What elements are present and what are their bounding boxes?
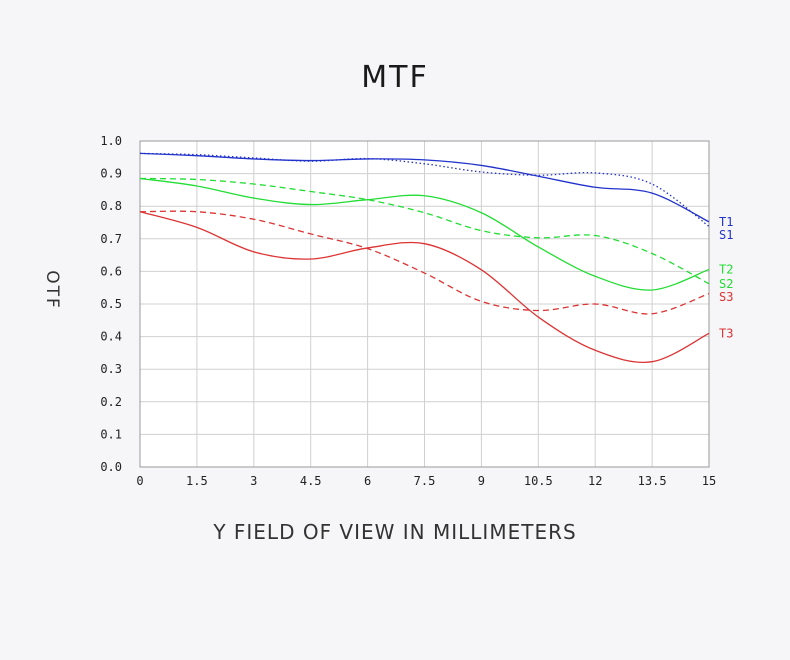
x-tick-label: 12 (588, 474, 602, 488)
x-tick-label: 7.5 (414, 474, 436, 488)
y-tick-label: 0.5 (100, 297, 122, 311)
series-label-t3: T3 (719, 326, 733, 340)
series-line-s3 (139, 210, 710, 315)
chart-title: MTF (361, 60, 429, 95)
x-tick-label: 15 (702, 474, 716, 488)
x-tick-label: 0 (136, 474, 143, 488)
series-label-s3: S3 (719, 290, 733, 304)
series-label-t1: T1 (719, 215, 733, 229)
y-tick-label: 0.3 (100, 362, 122, 376)
grid (140, 141, 709, 467)
x-tick-label: 10.5 (524, 474, 553, 488)
plot-frame (139, 140, 710, 468)
series-line-t1 (139, 152, 710, 223)
series-line-t2 (139, 177, 710, 291)
y-tick-label: 0.7 (100, 232, 122, 246)
y-tick-label: 0.8 (100, 199, 122, 213)
series-line-t3 (139, 211, 710, 363)
x-tick-label: 13.5 (638, 474, 667, 488)
series-label-s1: S1 (719, 228, 733, 242)
y-tick-label: 0.6 (100, 264, 122, 278)
y-tick-label: 1.0 (100, 134, 122, 148)
x-tick-label: 3 (250, 474, 257, 488)
series-group (139, 152, 710, 363)
series-label-s2: S2 (719, 277, 733, 291)
x-axis-label: Y FIELD OF VIEW IN MILLIMETERS (213, 520, 577, 544)
y-tick-label: 0.0 (100, 460, 122, 474)
series-label-t2: T2 (719, 262, 733, 276)
y-tick-label: 0.9 (100, 167, 122, 181)
y-ticks: 0.0 0.1 0.2 0.3 0.4 0.5 0.6 0.7 0.8 0.9 1.0 (100, 134, 122, 474)
x-tick-label: 1.5 (186, 474, 208, 488)
y-tick-label: 0.4 (100, 330, 122, 344)
x-tick-label: 4.5 (300, 474, 322, 488)
x-tick-label: 9 (478, 474, 485, 488)
y-tick-label: 0.1 (100, 427, 122, 441)
series-line-s1 (139, 152, 710, 227)
y-tick-label: 0.2 (100, 395, 122, 409)
series-line-s2 (139, 177, 710, 285)
x-ticks: 0 1.5 3 4.5 6 7.5 9 10.5 12 13.5 15 (136, 474, 716, 488)
x-tick-label: 6 (364, 474, 371, 488)
